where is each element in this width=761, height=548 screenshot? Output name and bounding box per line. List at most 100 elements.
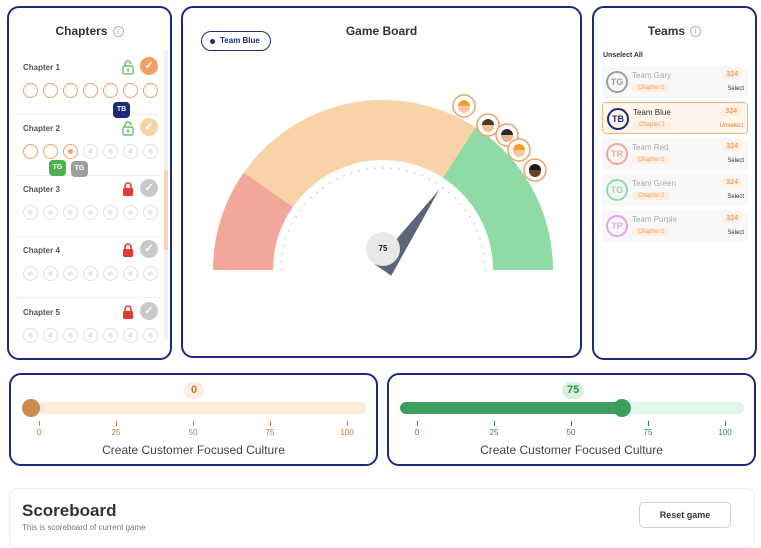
team-select-button[interactable]: Select	[727, 194, 744, 200]
gauge-tick	[421, 174, 423, 177]
gauge-tick	[280, 269, 282, 271]
step-dot[interactable]	[83, 205, 98, 220]
selected-team-pill[interactable]: Team Blue	[201, 31, 271, 51]
gauge-tick	[484, 269, 486, 271]
chapter-label: Chapter 3	[23, 185, 60, 194]
teams-panel: Teams i Unselect All TG Team Gary Chapter 2…	[592, 6, 757, 360]
step-dot[interactable]	[23, 266, 38, 281]
step-dot[interactable]	[103, 144, 118, 159]
step-dot[interactable]	[103, 83, 118, 98]
step-dot[interactable]	[123, 144, 138, 159]
slider-caption: Create Customer Focused Culture	[102, 443, 285, 457]
step-dot[interactable]	[63, 328, 78, 343]
info-icon[interactable]: i	[112, 26, 124, 37]
step-dot[interactable]	[83, 83, 98, 98]
team-avatar-marker[interactable]	[452, 94, 476, 118]
team-avatar-marker[interactable]	[523, 158, 547, 182]
step-dot[interactable]	[83, 328, 98, 343]
team-token[interactable]: TG	[49, 160, 66, 176]
team-row[interactable]: TG Team Green Chapter 2 324 Select	[602, 174, 748, 206]
gauge-tick	[476, 230, 479, 232]
gauge-tick	[295, 215, 297, 218]
gauge-zone-orange	[243, 100, 476, 207]
gauge-tick	[413, 172, 416, 174]
team-avatar-marker[interactable]	[476, 113, 500, 137]
chapter-step-dots	[23, 266, 158, 281]
step-dot[interactable]	[63, 266, 78, 281]
team-row[interactable]: TG Team Gary Chapter 2 324 Select	[602, 66, 748, 98]
team-avatar-marker[interactable]	[507, 138, 531, 162]
step-dot[interactable]	[143, 266, 158, 281]
step-dot[interactable]	[143, 144, 158, 159]
gauge-tick	[281, 253, 284, 255]
unselect-all-link[interactable]: Unselect All	[603, 52, 643, 59]
team-chapter: Chapter 1	[633, 121, 672, 129]
step-dot[interactable]	[123, 83, 138, 98]
step-dot[interactable]	[83, 266, 98, 281]
slider-tick-label: 50	[556, 421, 586, 437]
step-dot[interactable]	[23, 144, 38, 159]
team-row[interactable]: TB Team Blue Chapter 1 324 Unselect	[602, 102, 748, 134]
team-token[interactable]: TG	[71, 161, 88, 177]
reset-game-button[interactable]: Reset game	[639, 502, 731, 528]
gauge-tick	[285, 237, 287, 240]
team-avatar: TP	[606, 215, 628, 237]
slider-thumb[interactable]	[22, 399, 40, 417]
team-name: Team Purple	[632, 215, 677, 224]
chapter-step-dots	[23, 205, 158, 220]
step-dot[interactable]	[23, 83, 38, 98]
step-dot[interactable]	[83, 144, 98, 159]
team-score: 324	[722, 214, 742, 223]
step-dot[interactable]	[103, 266, 118, 281]
step-dot[interactable]	[103, 328, 118, 343]
team-chapter: Chapter 2	[632, 228, 671, 236]
lock-icon	[121, 242, 135, 258]
gauge-tick	[309, 196, 312, 199]
team-select-button[interactable]: Select	[727, 86, 744, 92]
info-icon[interactable]: i	[690, 26, 702, 37]
slider-thumb[interactable]	[612, 399, 631, 417]
team-row[interactable]: TR Team Red Chapter 2 324 Select	[602, 138, 748, 170]
step-dot[interactable]	[43, 266, 58, 281]
step-dot[interactable]	[63, 83, 78, 98]
step-dot[interactable]	[43, 83, 58, 98]
step-dot[interactable]	[143, 83, 158, 98]
team-chapter: Chapter 2	[632, 192, 671, 200]
step-dot[interactable]	[63, 205, 78, 220]
gauge-tick	[448, 191, 451, 194]
scroll-thumb[interactable]	[164, 170, 168, 250]
step-dot[interactable]	[123, 328, 138, 343]
gauge-tick	[442, 186, 444, 189]
step-dot[interactable]	[63, 144, 78, 159]
scoreboard-title: Scoreboard	[22, 501, 117, 520]
team-row[interactable]: TP Team Purple Chapter 2 324 Select	[602, 210, 748, 242]
step-dot[interactable]	[23, 328, 38, 343]
chapter-label: Chapter 5	[23, 308, 60, 317]
step-dot[interactable]	[23, 205, 38, 220]
step-dot[interactable]	[103, 205, 118, 220]
teams-title: Teams i	[594, 24, 755, 38]
chapter-label: Chapter 1	[23, 63, 60, 72]
lock-icon	[121, 181, 135, 197]
step-dot[interactable]	[143, 205, 158, 220]
chapters-scrollbar[interactable]	[164, 50, 168, 340]
chapters-title: Chapters i	[9, 24, 170, 38]
step-dot[interactable]	[123, 266, 138, 281]
gauge-tick	[350, 172, 353, 174]
step-dot[interactable]	[43, 205, 58, 220]
team-select-button[interactable]: Unselect	[719, 123, 743, 129]
step-dot[interactable]	[43, 328, 58, 343]
step-dot[interactable]	[123, 205, 138, 220]
step-dot[interactable]	[143, 328, 158, 343]
team-select-button[interactable]: Select	[727, 158, 744, 164]
slider-track[interactable]	[22, 402, 366, 414]
team-token[interactable]: TB	[113, 102, 130, 118]
step-dot[interactable]	[43, 144, 58, 159]
slider-ticks: 0 25 50 75 100	[11, 421, 376, 441]
game-board-title: Game Board	[345, 24, 418, 38]
gauge-tick	[382, 167, 384, 169]
slider-track[interactable]	[400, 402, 744, 414]
team-select-button[interactable]: Select	[727, 230, 744, 236]
gauge-tick	[304, 202, 307, 205]
gauge-tick	[374, 167, 376, 170]
